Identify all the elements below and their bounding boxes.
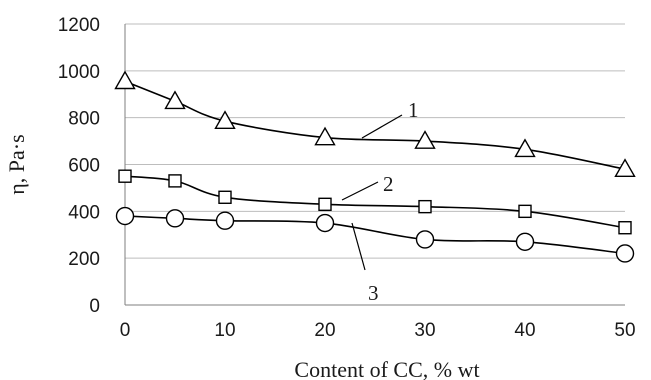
y-tick-label: 600 [68, 156, 100, 177]
marker-circle [215, 211, 235, 230]
marker-circle [315, 213, 335, 233]
y-tick-label: 400 [68, 202, 100, 223]
series-label-3: 3 [368, 281, 379, 305]
marker-triangle [314, 126, 336, 146]
gridlines [125, 23, 625, 259]
x-tick-label: 10 [214, 320, 235, 341]
marker-square [518, 204, 532, 219]
marker-square [418, 199, 432, 214]
x-axis-title: Content of CC, % wt [294, 357, 479, 380]
series-line-1 [124, 80, 626, 170]
marker-square [318, 197, 332, 212]
series-label-leader-3 [351, 222, 366, 271]
marker-square [168, 174, 182, 188]
marker-circle [415, 230, 435, 249]
marker-triangle [164, 90, 186, 110]
marker-triangle [614, 158, 636, 178]
series-label-2: 2 [383, 172, 394, 196]
series-group [114, 70, 636, 263]
series-label-1: 1 [408, 98, 419, 122]
series-line-3 [124, 215, 626, 255]
y-tick-label: 1200 [58, 15, 100, 36]
marker-triangle [114, 70, 136, 90]
y-axis-title: η, Pa·s [4, 134, 29, 194]
marker-circle [515, 232, 535, 251]
marker-square [118, 169, 132, 183]
marker-triangle [214, 110, 236, 130]
x-tick-label: 30 [414, 320, 435, 341]
marker-triangle [414, 130, 436, 149]
y-tick-label: 800 [68, 109, 100, 130]
marker-circle [615, 244, 635, 263]
series-label-leader-1 [361, 114, 403, 139]
x-tick-label: 20 [314, 320, 335, 341]
marker-circle [115, 206, 135, 226]
y-tick-labels: 0 200 400 600 800 1000 1200 [58, 15, 100, 317]
x-tick-label: 50 [614, 320, 635, 341]
x-tick-label: 0 [120, 320, 131, 341]
y-tick-label: 0 [89, 296, 100, 317]
series-labels: 1 2 3 [341, 98, 419, 305]
marker-triangle [514, 138, 536, 158]
marker-circle [165, 209, 185, 228]
marker-square [618, 221, 632, 235]
y-tick-label: 200 [68, 249, 100, 270]
x-tick-labels: 0 10 20 30 40 50 [120, 320, 636, 341]
x-tick-label: 40 [514, 320, 535, 341]
y-tick-label: 1000 [58, 62, 100, 83]
series-label-leader-2 [341, 181, 379, 201]
marker-square [218, 190, 232, 204]
